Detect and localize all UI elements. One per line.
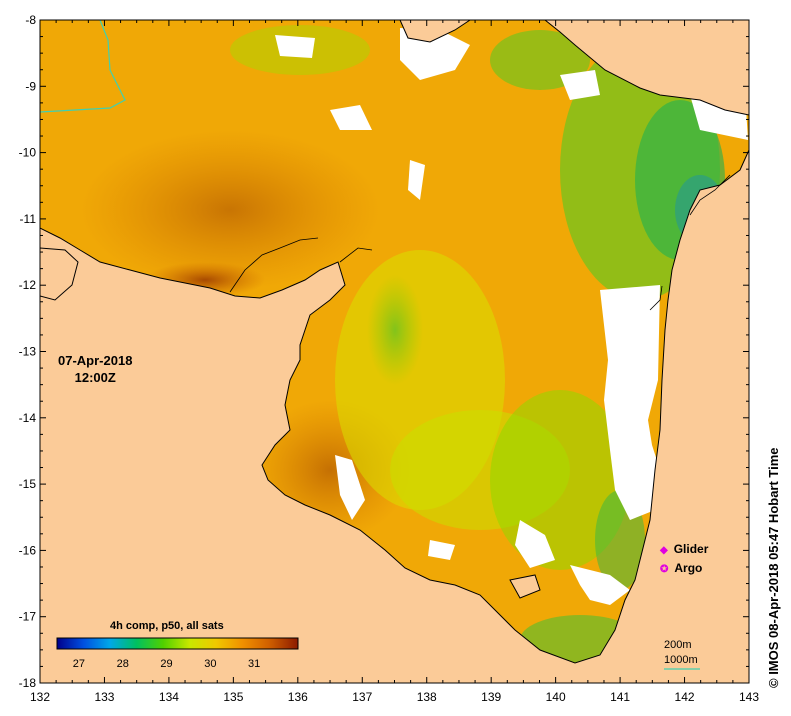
date-label: 07-Apr-2018 [58, 353, 133, 368]
y-tick-label: -9 [25, 79, 36, 93]
glider-label: Glider [673, 542, 709, 556]
x-tick-label: 132 [30, 690, 50, 704]
colorbar-tick-label: 29 [160, 658, 172, 670]
y-tick-label: -16 [19, 543, 37, 557]
x-tick-label: 134 [159, 690, 179, 704]
y-tick-label: -18 [19, 676, 37, 690]
imos-credit: © IMOS 08-Apr-2018 05:47 Hobart Time [766, 447, 781, 688]
glider-legend: ◆ Glider [660, 542, 708, 556]
colorbar [56, 637, 299, 650]
x-tick-label: 133 [94, 690, 114, 704]
argo-label: Argo [674, 561, 703, 575]
glider-marker-icon: ◆ [660, 545, 668, 556]
colorbar-title: 4h comp, p50, all sats [110, 620, 224, 632]
y-tick-label: -12 [19, 278, 37, 292]
x-tick-label: 141 [610, 690, 630, 704]
argo-legend: ✪ Argo [660, 561, 702, 575]
time-label: 12:00Z [74, 370, 116, 385]
x-tick-label: 135 [223, 690, 243, 704]
x-tick-label: 139 [481, 690, 501, 704]
x-tick-label: 136 [288, 690, 308, 704]
y-tick-label: -17 [19, 610, 37, 624]
isobath-1000m [39, 19, 126, 113]
x-tick-label: 143 [739, 690, 759, 704]
x-tick-label: 142 [675, 690, 695, 704]
colorbar-tick-label: 28 [117, 658, 129, 670]
no-data-gaps [275, 28, 748, 605]
colorbar-tick-label: 27 [73, 658, 85, 670]
x-tick-label: 137 [352, 690, 372, 704]
argo-marker-icon: ✪ [660, 564, 669, 575]
y-tick-label: -10 [19, 146, 37, 160]
map-timestamp: 07-Apr-2018 12:00Z [58, 352, 132, 386]
y-tick-label: -13 [19, 345, 37, 359]
x-tick-label: 138 [417, 690, 437, 704]
y-tick-label: -8 [25, 13, 36, 27]
colorbar-tick-label: 30 [204, 658, 216, 670]
colorbar-tick-label: 31 [248, 658, 260, 670]
y-tick-label: -11 [20, 212, 37, 226]
isobath-200m-label: 200m [664, 639, 692, 651]
isobath-1000m-label: 1000m [664, 654, 698, 666]
y-tick-label: -15 [19, 477, 37, 491]
x-tick-label: 140 [546, 690, 566, 704]
y-tick-label: -14 [19, 411, 37, 425]
land [39, 19, 750, 684]
